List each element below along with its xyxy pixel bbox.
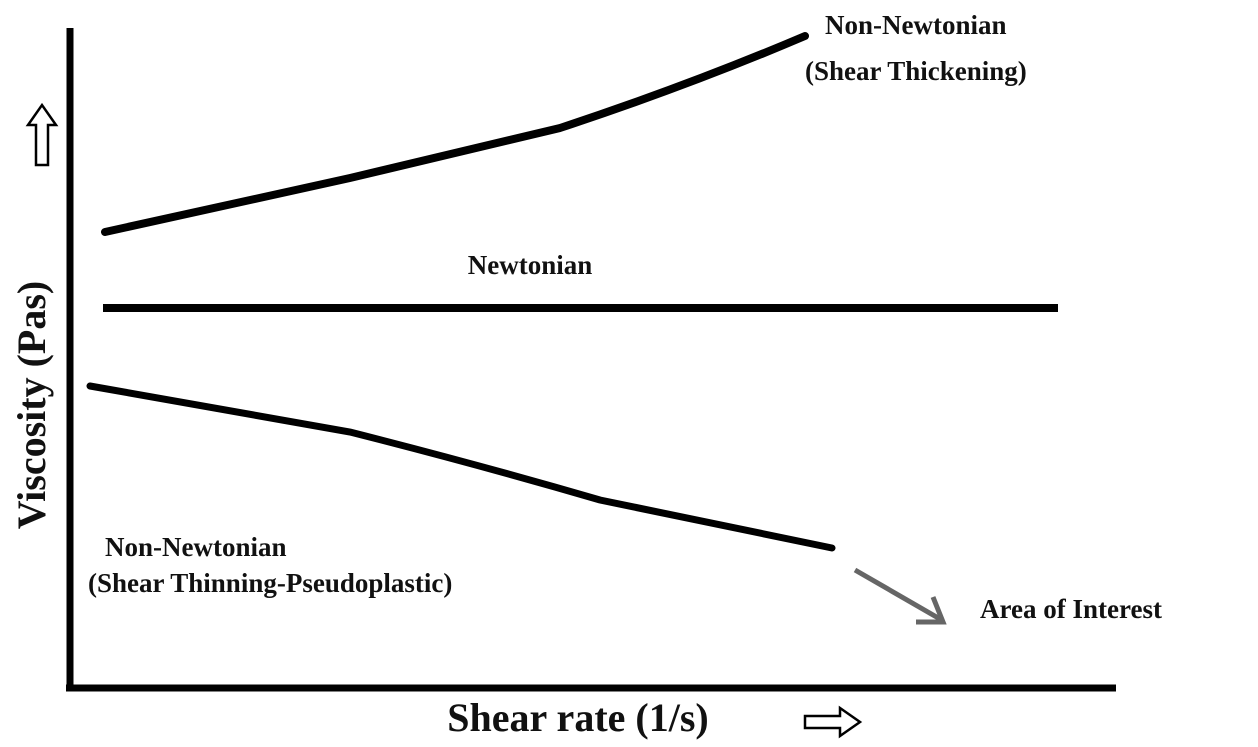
y-axis-label: Viscosity (Pas) [9, 281, 54, 529]
annotation: Area of Interest [980, 594, 1162, 624]
shear-thickening-curve [101, 32, 809, 236]
interest-arrowhead [916, 596, 947, 625]
x-axis-label: Shear rate (1/s) [447, 695, 708, 740]
interest-arrow [853, 567, 942, 622]
y-direction-arrow [25, 102, 59, 167]
curve-label: Newtonian [468, 250, 593, 280]
shear-thinning-curve [86, 382, 836, 552]
curve-label: (Shear Thickening) [805, 56, 1027, 86]
curve-label: Non-Newtonian [105, 532, 287, 562]
x-direction-arrow [803, 705, 863, 739]
curve-label: (Shear Thinning-Pseudoplastic) [88, 568, 452, 598]
curve-label: Non-Newtonian [825, 10, 1007, 40]
